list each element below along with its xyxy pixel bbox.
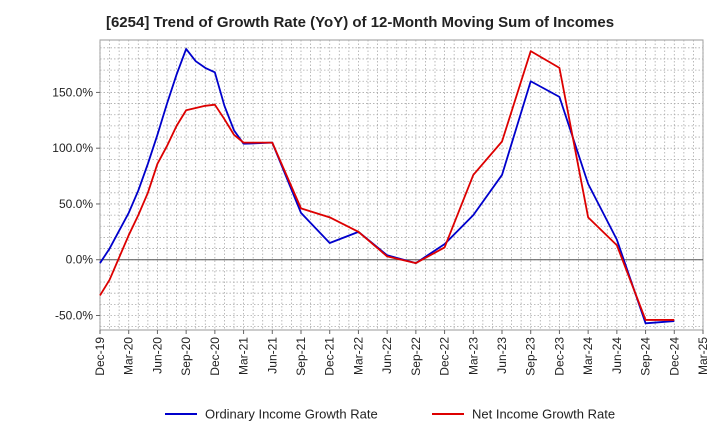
series-line-2 bbox=[99, 50, 675, 321]
x-tick-label: Dec-21 bbox=[323, 337, 337, 376]
chart-title: [6254] Trend of Growth Rate (YoY) of 12-… bbox=[105, 14, 615, 31]
legend: Ordinary Income Growth Rate Net Income Gr… bbox=[165, 407, 615, 422]
x-tick-label: Dec-23 bbox=[552, 337, 566, 376]
axes: 150.0% 100.0% 50.0% 0.0% -50.0%Dec-19 Mar-20 J… bbox=[52, 85, 710, 375]
x-tick-label: Dec-22 bbox=[438, 337, 452, 376]
y-tick-label: 50.0% bbox=[59, 197, 93, 211]
x-tick-label: Mar-24 bbox=[581, 337, 595, 375]
x-tick-label: Mar-23 bbox=[466, 337, 480, 375]
x-tick-label: Dec-20 bbox=[208, 337, 222, 376]
legend-label: Ordinary Income Growth Rate bbox=[205, 407, 378, 422]
x-tick-label: Mar-25 bbox=[696, 337, 710, 375]
x-tick-label: Jun-20 bbox=[150, 337, 164, 374]
x-tick-label: Mar-22 bbox=[351, 337, 365, 375]
x-tick-label: Jun-21 bbox=[265, 337, 279, 374]
plot-area bbox=[99, 39, 704, 331]
series-line-1 bbox=[99, 48, 675, 325]
x-tick-label: Mar-21 bbox=[237, 337, 251, 375]
y-tick-label: 150.0% bbox=[52, 85, 93, 99]
x-tick-label: Mar-20 bbox=[122, 337, 136, 375]
x-tick-label: Sep-20 bbox=[179, 337, 193, 376]
x-tick-label: Jun-24 bbox=[610, 337, 624, 374]
y-tick-label: 100.0% bbox=[52, 141, 93, 155]
grid bbox=[99, 40, 704, 330]
x-tick-label: Sep-23 bbox=[524, 337, 538, 376]
x-tick-label: Dec-24 bbox=[667, 337, 681, 376]
y-tick-label: 0.0% bbox=[66, 253, 94, 267]
x-tick-label: Sep-22 bbox=[409, 337, 423, 376]
x-tick-label: Dec-19 bbox=[93, 337, 107, 376]
legend-label: Net Income Growth Rate bbox=[472, 407, 615, 422]
x-tick-label: Sep-21 bbox=[294, 337, 308, 376]
x-tick-label: Jun-22 bbox=[380, 337, 394, 374]
x-tick-label: Jun-23 bbox=[495, 337, 509, 374]
y-tick-label: -50.0% bbox=[55, 309, 93, 323]
x-tick-label: Sep-24 bbox=[639, 337, 653, 376]
series bbox=[99, 48, 675, 325]
